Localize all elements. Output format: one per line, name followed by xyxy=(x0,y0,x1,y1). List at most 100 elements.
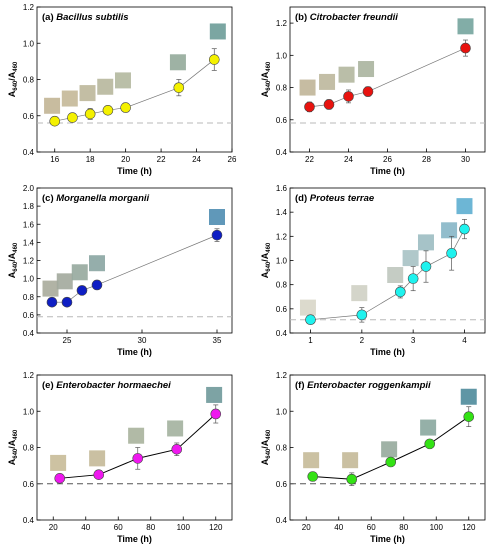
color-swatch xyxy=(319,73,336,90)
data-point xyxy=(424,438,436,450)
y-tick-label: 1.2 xyxy=(23,3,35,12)
data-point xyxy=(171,444,183,455)
x-tick-label: 20 xyxy=(49,523,58,532)
data-point xyxy=(460,42,471,54)
panel-title: (d) Proteus terrae xyxy=(295,193,375,204)
y-tick-label: 0.6 xyxy=(23,311,35,320)
y-tick-label: 0.8 xyxy=(23,293,35,302)
x-tick-label: 25 xyxy=(63,336,72,345)
x-tick-label: 24 xyxy=(344,155,353,164)
color-swatch xyxy=(417,234,434,251)
color-swatch xyxy=(441,222,458,239)
series-line xyxy=(54,59,215,122)
y-tick-label: 1.2 xyxy=(276,371,288,380)
data-point xyxy=(420,261,432,272)
data-point xyxy=(211,229,223,241)
y-tick-label: 0.8 xyxy=(276,84,288,93)
data-point xyxy=(304,101,315,113)
data-point xyxy=(120,102,131,113)
data-point xyxy=(210,408,222,420)
x-tick-label: 80 xyxy=(399,523,408,532)
y-axis-title: A640/A460 xyxy=(7,429,19,465)
y-tick-label: 1.4 xyxy=(23,238,35,247)
plot-frame xyxy=(36,374,233,521)
data-point xyxy=(54,473,66,484)
x-tick-label: 120 xyxy=(209,523,223,532)
y-axis-title: A640/A460 xyxy=(260,242,272,278)
x-tick-label: 100 xyxy=(430,523,444,532)
x-axis-title: Time (h) xyxy=(370,534,405,544)
x-tick-label: 20 xyxy=(302,523,311,532)
x-axis-title: Time (h) xyxy=(117,347,152,357)
data-point xyxy=(463,411,475,422)
chart-panel-1: 0.4 0.6 0.8 1.0 1.2 16 18 20 22 24 26 Time (h) A640/… xyxy=(7,3,237,176)
panel-title: (e) Enterobacter hormaechei xyxy=(42,380,171,391)
data-point xyxy=(46,296,58,308)
y-tick-label: 0.8 xyxy=(276,281,288,290)
y-tick-label: 0.8 xyxy=(276,444,288,453)
x-axis-title: Time (h) xyxy=(117,166,152,176)
y-tick-label: 0.6 xyxy=(23,112,35,121)
color-swatch xyxy=(303,452,320,469)
color-swatch xyxy=(420,419,437,436)
y-tick-label: 0.4 xyxy=(276,516,288,525)
data-point xyxy=(362,86,374,97)
x-tick-label: 30 xyxy=(138,336,147,345)
x-tick-label: 4 xyxy=(462,336,467,345)
x-tick-label: 1 xyxy=(308,336,313,345)
x-tick-label: 30 xyxy=(461,155,470,164)
data-point xyxy=(102,105,114,116)
data-point xyxy=(49,115,61,127)
chart-panel-2: 0.4 0.6 0.8 1.0 1.2 22 24 26 28 30 Time (h) A640/A4… xyxy=(260,6,486,176)
color-swatch xyxy=(89,255,105,272)
y-tick-label: 1.0 xyxy=(23,275,35,284)
y-axis-title: A640/A460 xyxy=(7,61,19,97)
color-swatch xyxy=(56,273,73,290)
y-tick-label: 1.2 xyxy=(23,257,35,266)
data-point xyxy=(173,82,185,93)
y-tick-label: 1.0 xyxy=(23,407,35,416)
x-tick-label: 120 xyxy=(462,523,476,532)
data-point xyxy=(446,247,457,259)
data-point xyxy=(67,112,78,123)
color-swatch xyxy=(206,386,223,403)
y-tick-label: 0.4 xyxy=(276,329,288,338)
color-swatch xyxy=(167,420,184,437)
plot-frame xyxy=(36,6,233,153)
y-tick-label: 0.6 xyxy=(276,480,288,489)
y-tick-label: 1.6 xyxy=(276,184,288,193)
y-tick-label: 1.4 xyxy=(276,208,288,217)
data-point xyxy=(343,91,354,102)
x-tick-label: 2 xyxy=(360,336,365,345)
x-axis-title: Time (h) xyxy=(370,347,405,357)
y-tick-label: 1.0 xyxy=(276,257,288,266)
color-swatch xyxy=(114,72,131,89)
x-tick-label: 22 xyxy=(305,155,314,164)
color-swatch xyxy=(61,90,78,107)
x-tick-label: 60 xyxy=(367,523,376,532)
color-swatch xyxy=(97,78,114,95)
color-swatch xyxy=(460,388,477,405)
x-axis-title: Time (h) xyxy=(117,534,152,544)
x-tick-label: 18 xyxy=(86,155,95,164)
data-point xyxy=(61,296,73,308)
data-point xyxy=(132,453,144,464)
color-swatch xyxy=(71,264,88,281)
data-point xyxy=(385,456,397,468)
y-tick-label: 0.8 xyxy=(23,76,35,85)
panel-title: (b) Citrobacter freundii xyxy=(295,12,398,23)
data-point xyxy=(93,469,105,480)
x-tick-label: 35 xyxy=(213,336,222,345)
x-tick-label: 80 xyxy=(146,523,155,532)
color-swatch xyxy=(42,280,59,297)
chart-panel-6: 0.4 0.6 0.8 1.0 1.2 20 40 60 80 100 120 Time (h) A64… xyxy=(260,371,486,544)
color-swatch xyxy=(79,85,96,102)
x-tick-label: 3 xyxy=(411,336,416,345)
color-swatch xyxy=(89,450,106,467)
x-tick-label: 28 xyxy=(422,155,431,164)
color-swatch xyxy=(169,54,186,71)
x-tick-label: 20 xyxy=(121,155,130,164)
y-axis-title: A640/A460 xyxy=(260,429,272,465)
data-point xyxy=(305,314,316,326)
